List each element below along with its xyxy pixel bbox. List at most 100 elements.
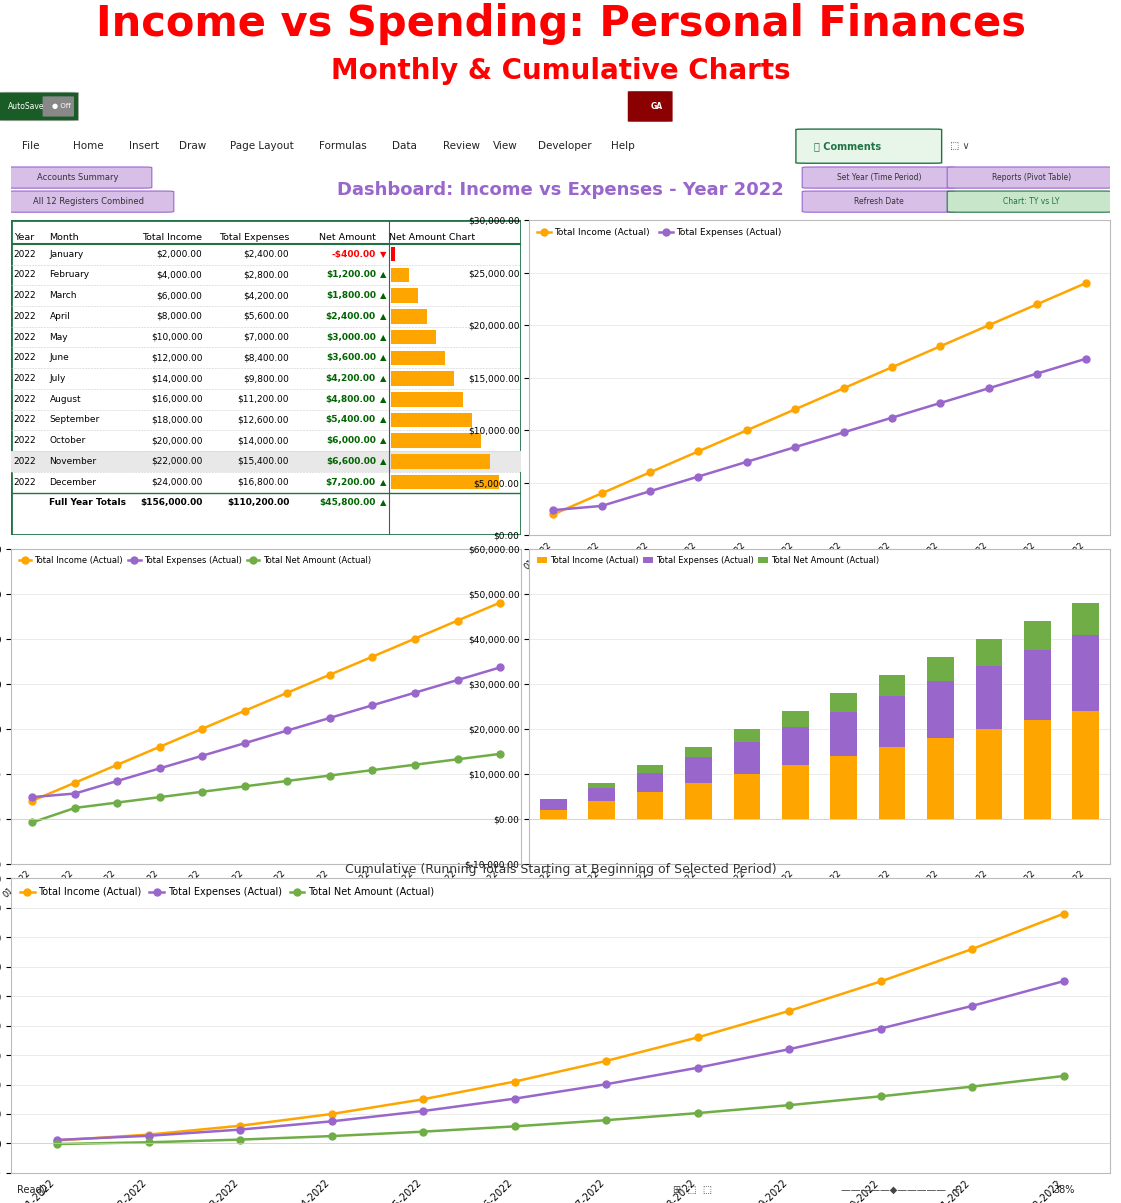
Text: Monthly & Cumulative Charts: Monthly & Cumulative Charts — [331, 57, 790, 85]
Bar — [540, 810, 566, 819]
Bar — [589, 788, 615, 801]
Total Income (Actual) — [154, 740, 167, 754]
Total Expenses (Actual) — [1057, 974, 1071, 989]
FancyBboxPatch shape — [3, 191, 174, 212]
Text: Set Year (Time Period): Set Year (Time Period) — [837, 173, 921, 182]
Bar — [1073, 711, 1099, 819]
Total Net Amount (Actual) — [50, 1137, 64, 1151]
Total Expenses (Actual) — [141, 1128, 155, 1143]
Bar — [1023, 719, 1050, 819]
Text: ▲: ▲ — [380, 332, 386, 342]
Text: GA: GA — [650, 102, 663, 111]
Text: 2022: 2022 — [13, 437, 36, 445]
Text: ▲: ▲ — [380, 271, 386, 279]
Bar — [685, 783, 712, 819]
Total Expenses (Actual) — [982, 381, 995, 396]
Bar — [685, 758, 712, 783]
Text: $3,000.00: $3,000.00 — [326, 332, 376, 342]
Bar — [831, 755, 856, 819]
FancyBboxPatch shape — [947, 167, 1115, 188]
Bar — [879, 747, 906, 819]
Text: All 12 Registers Combined: All 12 Registers Combined — [34, 197, 145, 206]
Text: $7,200.00: $7,200.00 — [326, 478, 376, 487]
Text: December: December — [49, 478, 96, 487]
Bar — [391, 372, 454, 386]
Total Expenses (Actual) — [1078, 351, 1092, 366]
Text: $2,400.00: $2,400.00 — [326, 312, 376, 321]
Total Expenses (Actual) — [50, 1133, 64, 1148]
Text: Total Expenses: Total Expenses — [219, 233, 289, 242]
Total Expenses (Actual) — [451, 672, 464, 687]
Total Expenses (Actual) — [547, 503, 560, 517]
Bar — [1073, 635, 1099, 711]
Total Expenses (Actual) — [323, 711, 336, 725]
Total Expenses (Actual) — [595, 499, 609, 514]
Text: ⬡   🔧   ⬚   —   □   ✕: ⬡ 🔧 ⬚ — □ ✕ — [684, 102, 772, 111]
Total Expenses (Actual) — [280, 723, 294, 737]
Total Expenses (Actual) — [26, 790, 39, 805]
Text: 2022: 2022 — [13, 415, 36, 425]
Text: 2022: 2022 — [13, 291, 36, 300]
Text: $45,800.00: $45,800.00 — [319, 498, 376, 508]
Text: 2022: 2022 — [13, 332, 36, 342]
Text: ▲: ▲ — [380, 457, 386, 466]
Text: Dashboard: Income vs Expenses - Year 2022: Dashboard: Income vs Expenses - Year 202… — [337, 182, 784, 198]
Total Income (Actual) — [50, 1133, 64, 1148]
Bar — [637, 765, 664, 772]
Text: $10,000.00: $10,000.00 — [151, 332, 203, 342]
Total Income (Actual) — [493, 595, 507, 610]
Total Net Amount (Actual) — [965, 1079, 979, 1094]
Line: Total Net Amount (Actual): Total Net Amount (Actual) — [54, 1073, 1067, 1148]
Text: $8,400.00: $8,400.00 — [243, 354, 289, 362]
Text: $16,800.00: $16,800.00 — [238, 478, 289, 487]
Text: $6,000.00: $6,000.00 — [326, 437, 376, 445]
Bar — [391, 267, 409, 283]
Bar — [831, 711, 856, 755]
Bar — [589, 783, 615, 788]
Total Income (Actual) — [782, 1003, 796, 1018]
Bar — [879, 697, 906, 747]
Text: $16,000.00: $16,000.00 — [151, 395, 203, 404]
Total Net Amount (Actual) — [141, 1136, 155, 1150]
Text: Ready: Ready — [17, 1185, 47, 1195]
Total Income (Actual) — [26, 794, 39, 808]
Total Income (Actual) — [692, 444, 705, 458]
Total Income (Actual) — [68, 776, 82, 790]
Text: $11,200.00: $11,200.00 — [238, 395, 289, 404]
Total Net Amount (Actual) — [111, 795, 124, 810]
Total Net Amount (Actual) — [1057, 1068, 1071, 1083]
Text: $4,200.00: $4,200.00 — [326, 374, 376, 383]
Text: February: February — [49, 271, 90, 279]
Total Net Amount (Actual) — [26, 816, 39, 830]
Bar — [637, 772, 664, 792]
Text: $156,000.00: $156,000.00 — [140, 498, 203, 508]
Bar — [391, 392, 463, 407]
Text: Net Amount Chart: Net Amount Chart — [389, 233, 475, 242]
Line: Total Expenses (Actual): Total Expenses (Actual) — [29, 664, 503, 800]
Total Income (Actual) — [547, 508, 560, 522]
Bar — [733, 729, 760, 742]
Total Net Amount (Actual) — [233, 1132, 247, 1146]
Text: July: July — [49, 374, 66, 383]
Text: ▼: ▼ — [380, 250, 386, 259]
Total Net Amount (Actual) — [68, 801, 82, 816]
Text: $7,000.00: $7,000.00 — [243, 332, 289, 342]
Text: Formulas: Formulas — [319, 141, 368, 152]
Text: $2,800.00: $2,800.00 — [243, 271, 289, 279]
Text: Chart: TY vs LY: Chart: TY vs LY — [1003, 197, 1059, 206]
Bar — [927, 681, 954, 737]
Text: $14,000.00: $14,000.00 — [151, 374, 203, 383]
Text: Net Amount: Net Amount — [319, 233, 376, 242]
Text: August: August — [49, 395, 81, 404]
Text: Draw: Draw — [179, 141, 206, 152]
Total Income (Actual) — [365, 650, 379, 664]
Text: File: File — [22, 141, 40, 152]
Total Net Amount (Actual) — [874, 1089, 888, 1103]
FancyBboxPatch shape — [803, 191, 956, 212]
Bar — [391, 350, 445, 365]
Text: Data: Data — [392, 141, 417, 152]
Text: Insert: Insert — [129, 141, 159, 152]
Total Income (Actual) — [934, 339, 947, 354]
Text: ▲: ▲ — [380, 312, 386, 321]
Text: Income vs Spending: Personal Finances: Income vs Spending: Personal Finances — [95, 4, 1026, 46]
